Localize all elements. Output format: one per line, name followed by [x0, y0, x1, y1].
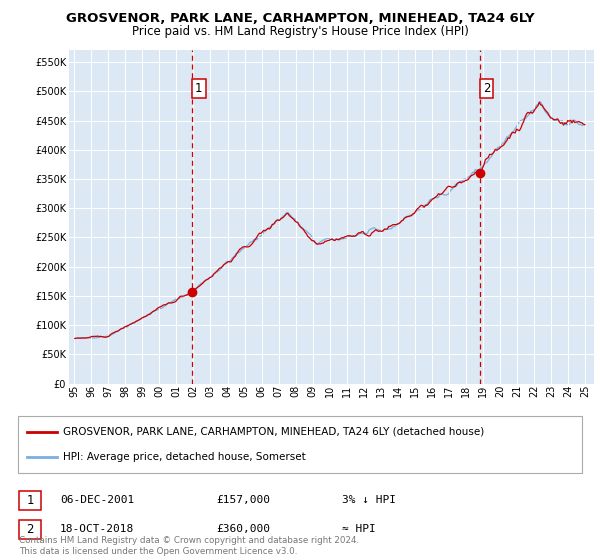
Text: £360,000: £360,000 — [216, 524, 270, 534]
Text: GROSVENOR, PARK LANE, CARHAMPTON, MINEHEAD, TA24 6LY (detached house): GROSVENOR, PARK LANE, CARHAMPTON, MINEHE… — [63, 427, 484, 437]
Text: Price paid vs. HM Land Registry's House Price Index (HPI): Price paid vs. HM Land Registry's House … — [131, 25, 469, 38]
Text: 2: 2 — [482, 82, 490, 95]
Text: ≈ HPI: ≈ HPI — [342, 524, 376, 534]
Text: 1: 1 — [26, 493, 34, 507]
Text: 3% ↓ HPI: 3% ↓ HPI — [342, 495, 396, 505]
Text: HPI: Average price, detached house, Somerset: HPI: Average price, detached house, Some… — [63, 452, 306, 462]
Text: 06-DEC-2001: 06-DEC-2001 — [60, 495, 134, 505]
Text: £157,000: £157,000 — [216, 495, 270, 505]
Text: 1: 1 — [195, 82, 203, 95]
Text: 2: 2 — [26, 522, 34, 536]
Text: 18-OCT-2018: 18-OCT-2018 — [60, 524, 134, 534]
Text: Contains HM Land Registry data © Crown copyright and database right 2024.
This d: Contains HM Land Registry data © Crown c… — [19, 536, 359, 556]
Text: GROSVENOR, PARK LANE, CARHAMPTON, MINEHEAD, TA24 6LY: GROSVENOR, PARK LANE, CARHAMPTON, MINEHE… — [65, 12, 535, 25]
